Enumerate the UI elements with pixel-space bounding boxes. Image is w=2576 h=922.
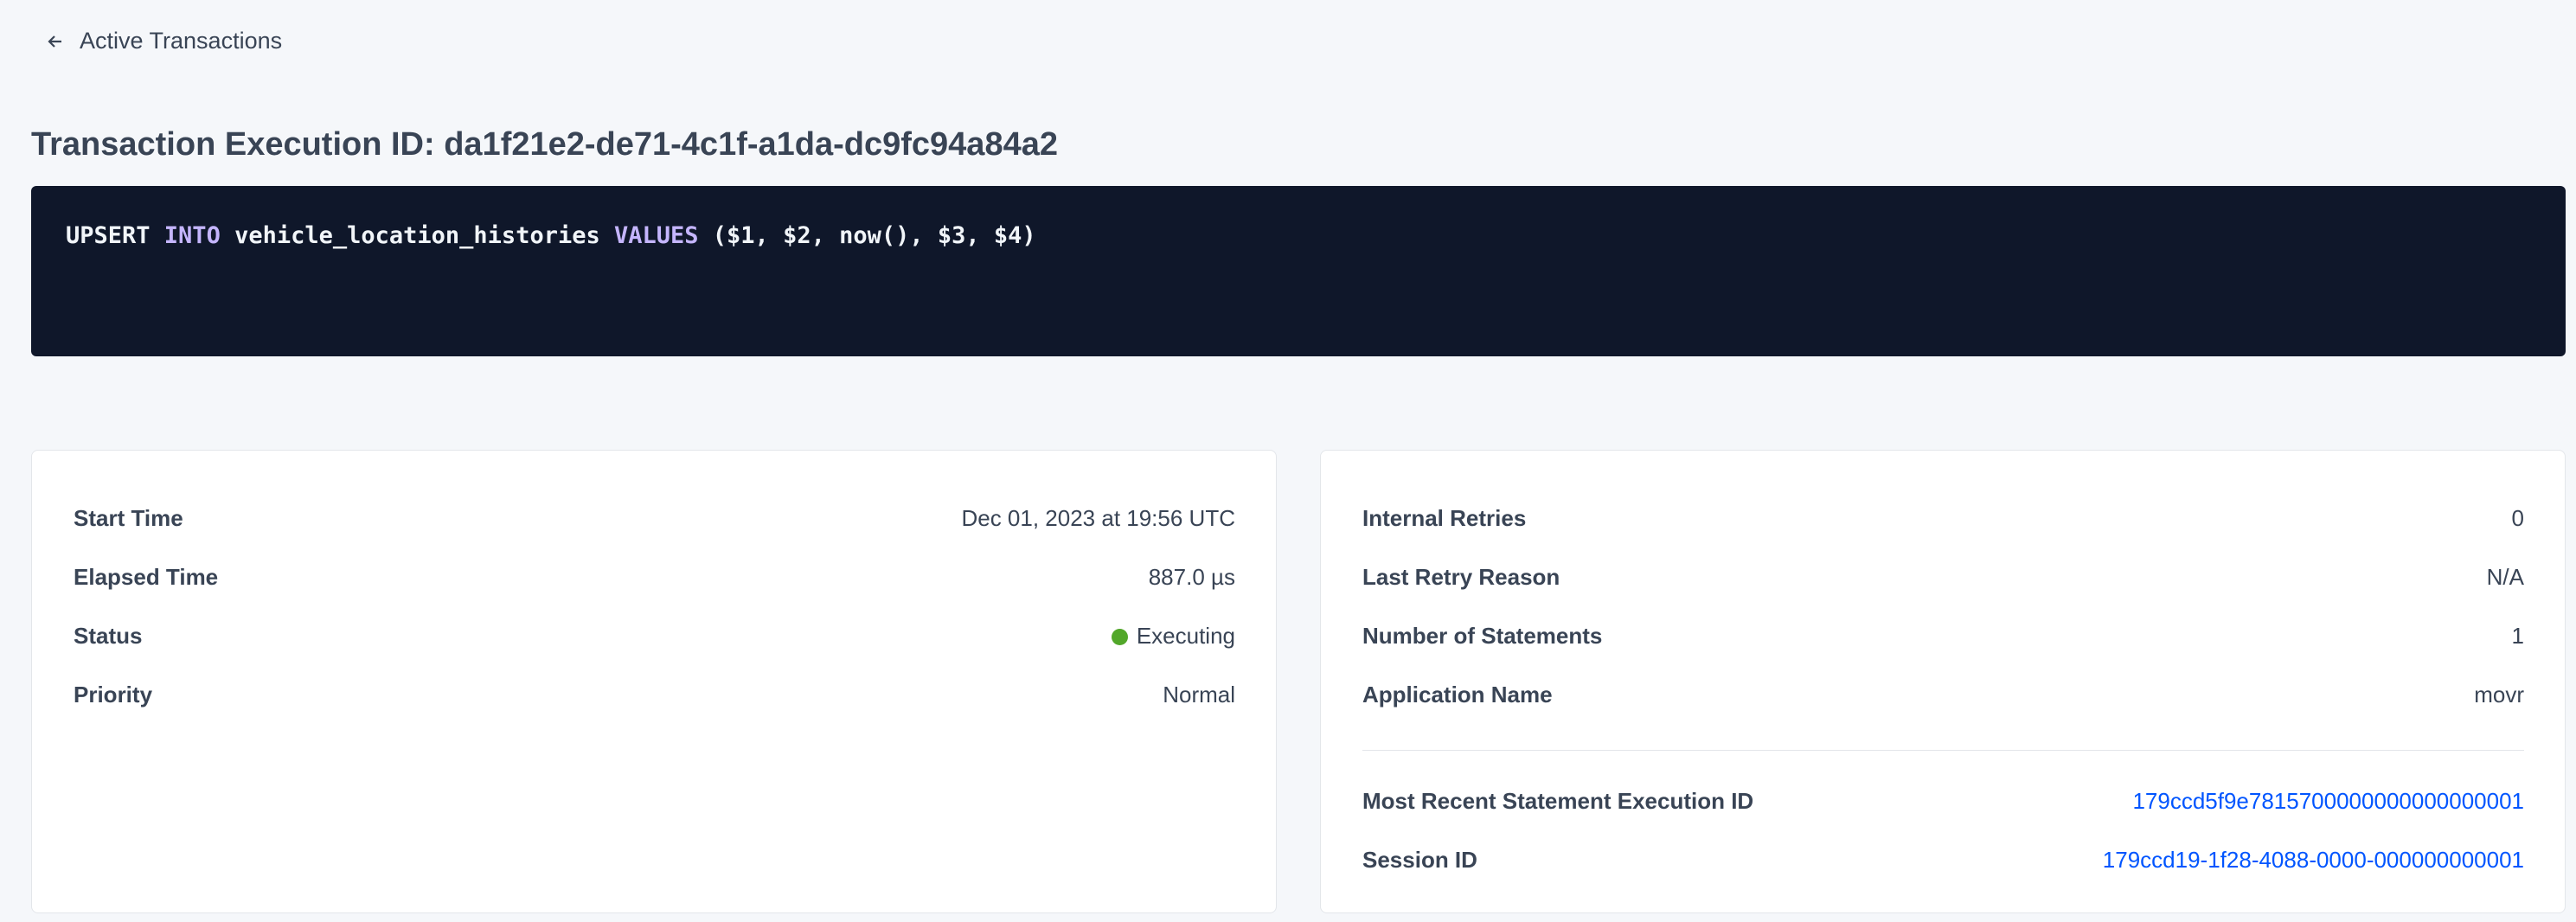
detail-value: Dec 01, 2023 at 19:56 UTC [961,504,1235,531]
detail-value: 0 [2511,504,2524,531]
detail-label: Session ID [1362,846,1477,873]
detail-value: 887.0 µs [1148,563,1235,590]
detail-row-start-time: Start Time Dec 01, 2023 at 19:56 UTC [74,489,1235,547]
transaction-stats-card: Internal Retries 0 Last Retry Reason N/A… [1320,450,2566,913]
detail-value: Normal [1163,681,1235,708]
detail-row-application-name: Application Name movr [1362,665,2524,724]
detail-row-internal-retries: Internal Retries 0 [1362,489,2524,547]
status-value: Executing [1111,622,1235,650]
sql-keyword: INTO [163,222,221,249]
session-id-link[interactable]: 179ccd19-1f28-4088-0000-000000000001 [2102,846,2524,873]
statement-execution-id-link[interactable]: 179ccd5f9e7815700000000000000001 [2132,787,2524,814]
sql-token: ($1, $2, now(), $3, $4) [698,222,1036,249]
detail-label: Elapsed Time [74,563,219,590]
detail-row-statement-execution-id: Most Recent Statement Execution ID 179cc… [1362,772,2524,830]
sql-token: UPSERT [66,222,164,249]
detail-row-status: Status Executing [74,606,1235,665]
status-text: Executing [1136,622,1235,649]
page-title: Transaction Execution ID: da1f21e2-de71-… [31,126,1058,163]
detail-row-session-id: Session ID 179ccd19-1f28-4088-0000-00000… [1362,830,2524,889]
detail-label: Number of Statements [1362,622,1603,649]
detail-label: Internal Retries [1362,504,1527,531]
detail-label: Priority [74,681,153,708]
status-dot-icon [1111,628,1128,645]
detail-value: N/A [2486,563,2524,590]
detail-label: Last Retry Reason [1362,563,1560,590]
sql-token: vehicle_location_histories [220,222,614,249]
detail-value: movr [2474,681,2524,708]
arrow-left-icon [48,35,61,48]
detail-row-number-of-statements: Number of Statements 1 [1362,606,2524,665]
back-to-active-transactions-link[interactable]: Active Transactions [47,28,282,54]
detail-value: 1 [2511,622,2524,649]
transaction-details-card: Start Time Dec 01, 2023 at 19:56 UTC Ela… [31,450,1277,913]
detail-row-elapsed-time: Elapsed Time 887.0 µs [74,547,1235,606]
detail-label: Most Recent Statement Execution ID [1362,787,1754,814]
detail-row-last-retry-reason: Last Retry Reason N/A [1362,547,2524,606]
detail-label: Application Name [1362,681,1553,708]
sql-statement-block: UPSERT INTO vehicle_location_histories V… [31,186,2566,356]
divider [1362,750,2524,751]
sql-keyword: VALUES [613,222,699,249]
back-link-label: Active Transactions [80,28,283,54]
detail-label: Status [74,622,143,649]
detail-label: Start Time [74,504,183,531]
detail-row-priority: Priority Normal [74,665,1235,724]
